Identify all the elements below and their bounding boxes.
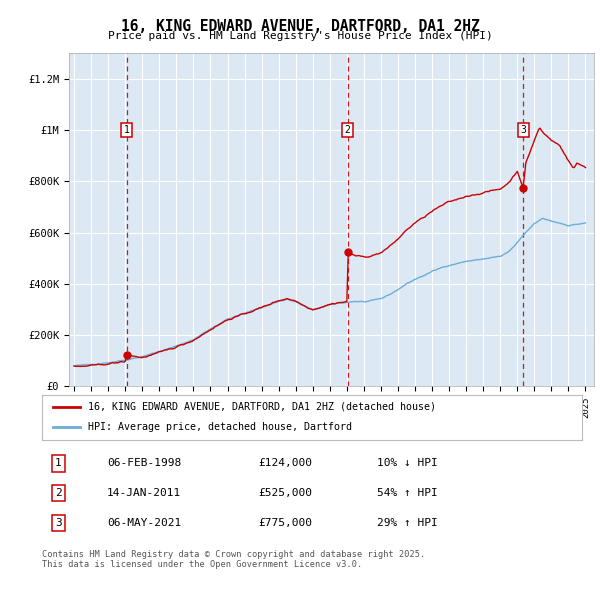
Text: 2: 2 (344, 125, 350, 135)
Text: 1: 1 (55, 458, 62, 468)
Text: 54% ↑ HPI: 54% ↑ HPI (377, 489, 437, 498)
Text: 2: 2 (55, 489, 62, 498)
Text: Contains HM Land Registry data © Crown copyright and database right 2025.
This d: Contains HM Land Registry data © Crown c… (42, 550, 425, 569)
Text: 06-FEB-1998: 06-FEB-1998 (107, 458, 181, 468)
Text: 29% ↑ HPI: 29% ↑ HPI (377, 518, 437, 528)
Text: 10% ↓ HPI: 10% ↓ HPI (377, 458, 437, 468)
Text: Price paid vs. HM Land Registry's House Price Index (HPI): Price paid vs. HM Land Registry's House … (107, 31, 493, 41)
Text: 14-JAN-2011: 14-JAN-2011 (107, 489, 181, 498)
Text: 16, KING EDWARD AVENUE, DARTFORD, DA1 2HZ: 16, KING EDWARD AVENUE, DARTFORD, DA1 2H… (121, 19, 479, 34)
Text: £525,000: £525,000 (258, 489, 312, 498)
Text: £124,000: £124,000 (258, 458, 312, 468)
Text: 1: 1 (124, 125, 130, 135)
Text: HPI: Average price, detached house, Dartford: HPI: Average price, detached house, Dart… (88, 422, 352, 432)
Text: 16, KING EDWARD AVENUE, DARTFORD, DA1 2HZ (detached house): 16, KING EDWARD AVENUE, DARTFORD, DA1 2H… (88, 402, 436, 412)
Text: 3: 3 (520, 125, 526, 135)
Text: 06-MAY-2021: 06-MAY-2021 (107, 518, 181, 528)
Text: 3: 3 (55, 518, 62, 528)
Text: £775,000: £775,000 (258, 518, 312, 528)
